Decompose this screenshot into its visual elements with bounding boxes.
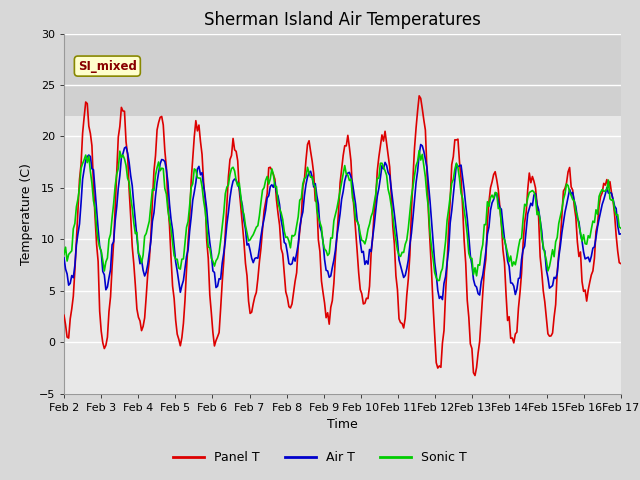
Text: SI_mixed: SI_mixed xyxy=(78,60,137,72)
Legend: Panel T, Air T, Sonic T: Panel T, Air T, Sonic T xyxy=(168,446,472,469)
Y-axis label: Temperature (C): Temperature (C) xyxy=(20,163,33,264)
Title: Sherman Island Air Temperatures: Sherman Island Air Temperatures xyxy=(204,11,481,29)
X-axis label: Time: Time xyxy=(327,418,358,431)
Bar xyxy=(64,34,621,116)
